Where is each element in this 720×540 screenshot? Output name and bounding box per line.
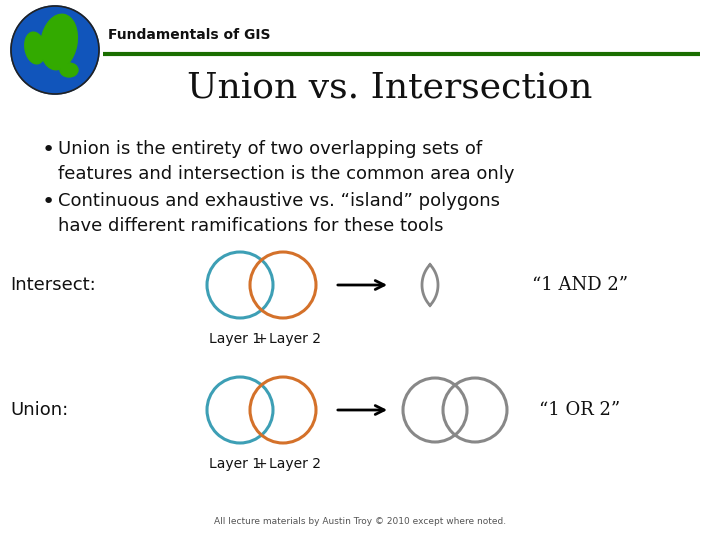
Text: Layer 1: Layer 1 bbox=[209, 457, 261, 471]
Ellipse shape bbox=[24, 32, 45, 64]
Text: Layer 2: Layer 2 bbox=[269, 332, 321, 346]
Text: Union:: Union: bbox=[10, 401, 68, 419]
Text: +: + bbox=[256, 332, 267, 346]
Text: Layer 1: Layer 1 bbox=[209, 332, 261, 346]
Text: •: • bbox=[42, 140, 55, 160]
Text: Layer 2: Layer 2 bbox=[269, 457, 321, 471]
Text: Fundamentals of GIS: Fundamentals of GIS bbox=[108, 28, 271, 42]
Text: Union vs. Intersection: Union vs. Intersection bbox=[187, 71, 593, 105]
Ellipse shape bbox=[60, 63, 78, 77]
Ellipse shape bbox=[40, 14, 77, 70]
Text: All lecture materials by Austin Troy © 2010 except where noted.: All lecture materials by Austin Troy © 2… bbox=[214, 517, 506, 526]
Text: •: • bbox=[42, 192, 55, 212]
Text: “1 OR 2”: “1 OR 2” bbox=[539, 401, 621, 419]
Text: “1 AND 2”: “1 AND 2” bbox=[532, 276, 628, 294]
Text: Intersect:: Intersect: bbox=[10, 276, 96, 294]
Text: +: + bbox=[256, 457, 267, 471]
Circle shape bbox=[11, 6, 99, 94]
Text: Union is the entirety of two overlapping sets of
features and intersection is th: Union is the entirety of two overlapping… bbox=[58, 140, 515, 183]
Text: Continuous and exhaustive vs. “island” polygons
have different ramifications for: Continuous and exhaustive vs. “island” p… bbox=[58, 192, 500, 235]
